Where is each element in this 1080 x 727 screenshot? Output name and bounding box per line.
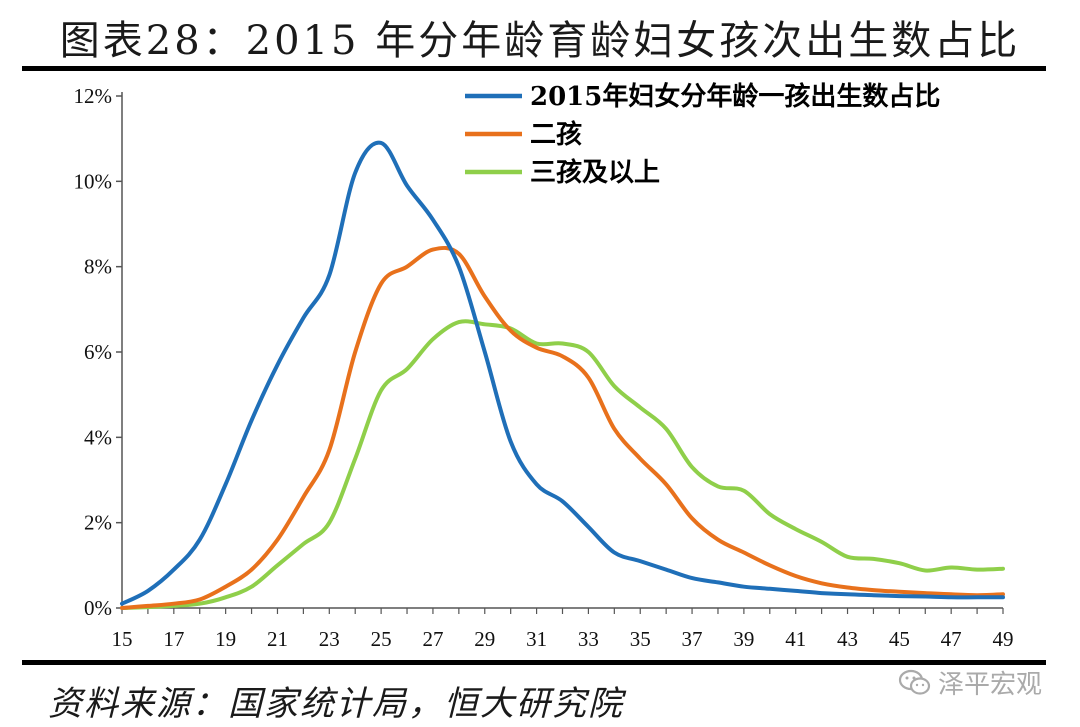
top-rule xyxy=(22,66,1046,71)
x-tick-label: 45 xyxy=(889,627,910,651)
wechat-icon xyxy=(898,668,932,698)
line-chart: 0% 2% 4% 6% 8% 10% 12% 15 17 19 21 23 25 27 29 31 33 35 3… xyxy=(74,81,1014,651)
y-tick-label: 10% xyxy=(74,169,113,193)
y-tick-label: 4% xyxy=(84,425,112,449)
x-tick-label: 39 xyxy=(733,627,754,651)
series-line-1 xyxy=(120,245,1005,610)
x-axis-ticks: 15 17 19 21 23 25 27 29 31 33 35 37 39 41 43 45 47 49 xyxy=(112,608,1014,651)
series-line-0 xyxy=(120,140,1005,606)
watermark: 泽平宏观 xyxy=(898,664,1042,701)
y-tick-label: 2% xyxy=(84,511,112,535)
x-tick-label: 37 xyxy=(682,627,703,651)
legend-label-2: 三孩及以上 xyxy=(530,157,660,188)
legend-label-0: 2015年妇女分年龄一孩出生数占比 xyxy=(530,81,940,112)
x-tick-label: 43 xyxy=(837,627,858,651)
x-tick-label: 23 xyxy=(319,627,340,651)
series-line-2 xyxy=(120,319,1005,610)
series-lines xyxy=(120,140,1005,610)
x-tick-label: 49 xyxy=(993,627,1014,651)
y-tick-label: 8% xyxy=(84,255,112,279)
x-tick-label: 33 xyxy=(578,627,599,651)
page-title: 图表28：2015 年分年龄育龄妇女孩次出生数占比 xyxy=(59,18,1021,64)
x-tick-label: 31 xyxy=(526,627,547,651)
x-tick-label: 41 xyxy=(785,627,806,651)
x-tick-label: 19 xyxy=(215,627,236,651)
x-tick-label: 21 xyxy=(267,627,288,651)
y-tick-label: 12% xyxy=(74,84,113,108)
source-note: 资料来源：国家统计局，恒大研究院 xyxy=(48,684,624,724)
x-tick-label: 29 xyxy=(474,627,495,651)
x-tick-label: 47 xyxy=(941,627,962,651)
legend-label-1: 二孩 xyxy=(530,119,582,150)
x-tick-label: 35 xyxy=(630,627,651,651)
x-tick-label: 15 xyxy=(112,627,133,651)
watermark-text: 泽平宏观 xyxy=(938,670,1043,700)
x-tick-label: 25 xyxy=(371,627,392,651)
x-tick-label: 27 xyxy=(422,627,443,651)
y-tick-label: 6% xyxy=(84,340,112,364)
y-tick-label: 0% xyxy=(84,596,112,620)
x-tick-label: 17 xyxy=(163,627,184,651)
y-axis-ticks: 0% 2% 4% 6% 8% 10% 12% xyxy=(74,84,122,620)
bottom-rule xyxy=(22,660,1046,665)
